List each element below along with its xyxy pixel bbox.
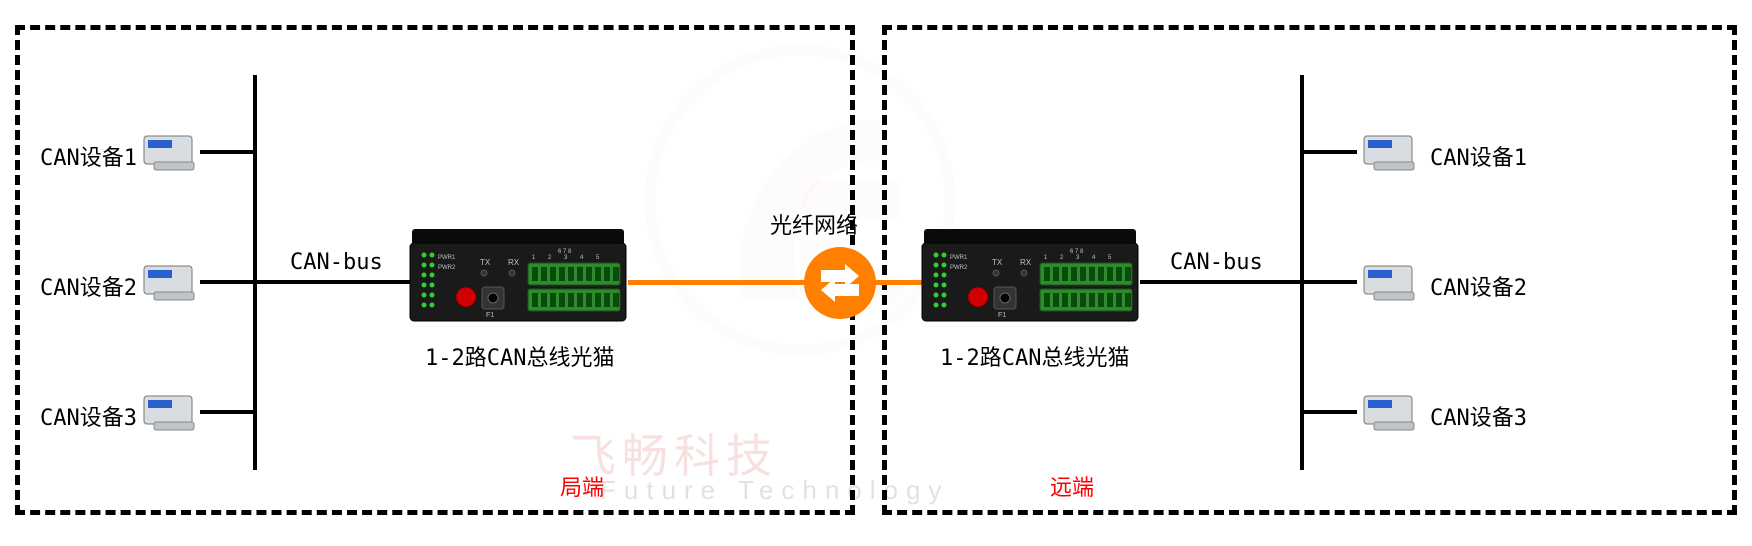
right-device-3-stub xyxy=(1302,410,1357,414)
left-device-2-label: CAN设备2 xyxy=(40,270,137,302)
left-device-3-label: CAN设备3 xyxy=(40,400,137,432)
left-modem-icon: PWR1 PWR2 TX RX F1 123456 7 8 xyxy=(408,225,628,330)
left-side-label: 局端 xyxy=(560,470,604,502)
right-device-2-icon xyxy=(1360,260,1420,304)
svg-text:TX: TX xyxy=(480,258,491,267)
left-device-3-stub xyxy=(200,410,255,414)
svg-text:F1: F1 xyxy=(998,312,1006,319)
left-device-2-stub xyxy=(200,280,255,284)
left-modem-label: 1-2路CAN总线光猫 xyxy=(425,340,614,372)
left-device-1-label: CAN设备1 xyxy=(40,140,137,172)
right-device-1-stub xyxy=(1302,150,1357,154)
fiber-link-left xyxy=(628,280,808,285)
svg-text:6 7 8: 6 7 8 xyxy=(558,249,572,255)
svg-text:F1: F1 xyxy=(486,312,494,319)
right-device-2-stub xyxy=(1302,280,1357,284)
right-modem-icon: PWR1 PWR2 TX RX F1 123456 7 8 xyxy=(920,225,1140,330)
left-device-1-icon xyxy=(140,130,200,174)
svg-text:TX: TX xyxy=(992,258,1003,267)
right-device-3-icon xyxy=(1360,390,1420,434)
svg-text:PWR1: PWR1 xyxy=(950,255,968,261)
svg-text:PWR1: PWR1 xyxy=(438,255,456,261)
fiber-node-icon xyxy=(803,246,877,320)
right-device-3-label: CAN设备3 xyxy=(1430,400,1527,432)
right-device-2-label: CAN设备2 xyxy=(1430,270,1527,302)
left-bus-to-modem xyxy=(255,280,410,284)
svg-text:PWR2: PWR2 xyxy=(438,265,456,271)
svg-text:RX: RX xyxy=(508,258,520,267)
fiber-link-right xyxy=(870,280,922,285)
left-bus-label: CAN-bus xyxy=(290,250,383,275)
fiber-label: 光纤网络 xyxy=(770,208,858,240)
right-device-1-icon xyxy=(1360,130,1420,174)
svg-text:PWR2: PWR2 xyxy=(950,265,968,271)
right-side-label: 远端 xyxy=(1050,470,1094,502)
right-modem-label: 1-2路CAN总线光猫 xyxy=(940,340,1129,372)
svg-text:RX: RX xyxy=(1020,258,1032,267)
left-device-3-icon xyxy=(140,390,200,434)
right-modem-to-bus xyxy=(1140,280,1300,284)
left-device-1-stub xyxy=(200,150,255,154)
right-device-1-label: CAN设备1 xyxy=(1430,140,1527,172)
left-device-2-icon xyxy=(140,260,200,304)
svg-text:6 7 8: 6 7 8 xyxy=(1070,249,1084,255)
right-bus-label: CAN-bus xyxy=(1170,250,1263,275)
